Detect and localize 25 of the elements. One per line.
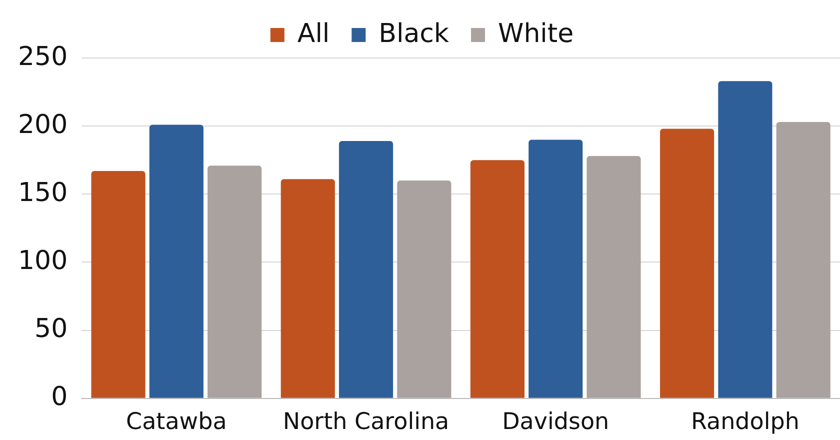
legend-label: All (297, 18, 330, 49)
x-tick-label: Randolph (691, 409, 800, 436)
x-tick-label: North Carolina (282, 409, 450, 436)
y-tick-label: 0 (51, 382, 68, 412)
bar (660, 128, 714, 398)
legend-label: White (498, 18, 574, 49)
legend-label: Black (378, 18, 450, 49)
x-tick-label: Davidson (502, 409, 610, 436)
y-tick-label: 250 (18, 42, 68, 72)
bar (470, 160, 525, 398)
bar (338, 141, 394, 398)
bar (586, 156, 641, 398)
bar (718, 81, 772, 398)
bar (776, 122, 830, 398)
y-tick-label: 150 (18, 178, 68, 208)
x-tick-label: Catawba (126, 409, 227, 436)
bar (397, 180, 452, 398)
y-tick-label: 100 (18, 246, 68, 276)
bar (528, 140, 583, 398)
y-tick-label: 50 (34, 314, 68, 344)
bar (91, 171, 146, 398)
bar (208, 166, 262, 398)
bar (280, 179, 335, 398)
bar (149, 124, 204, 398)
y-tick-label: 200 (18, 110, 68, 140)
